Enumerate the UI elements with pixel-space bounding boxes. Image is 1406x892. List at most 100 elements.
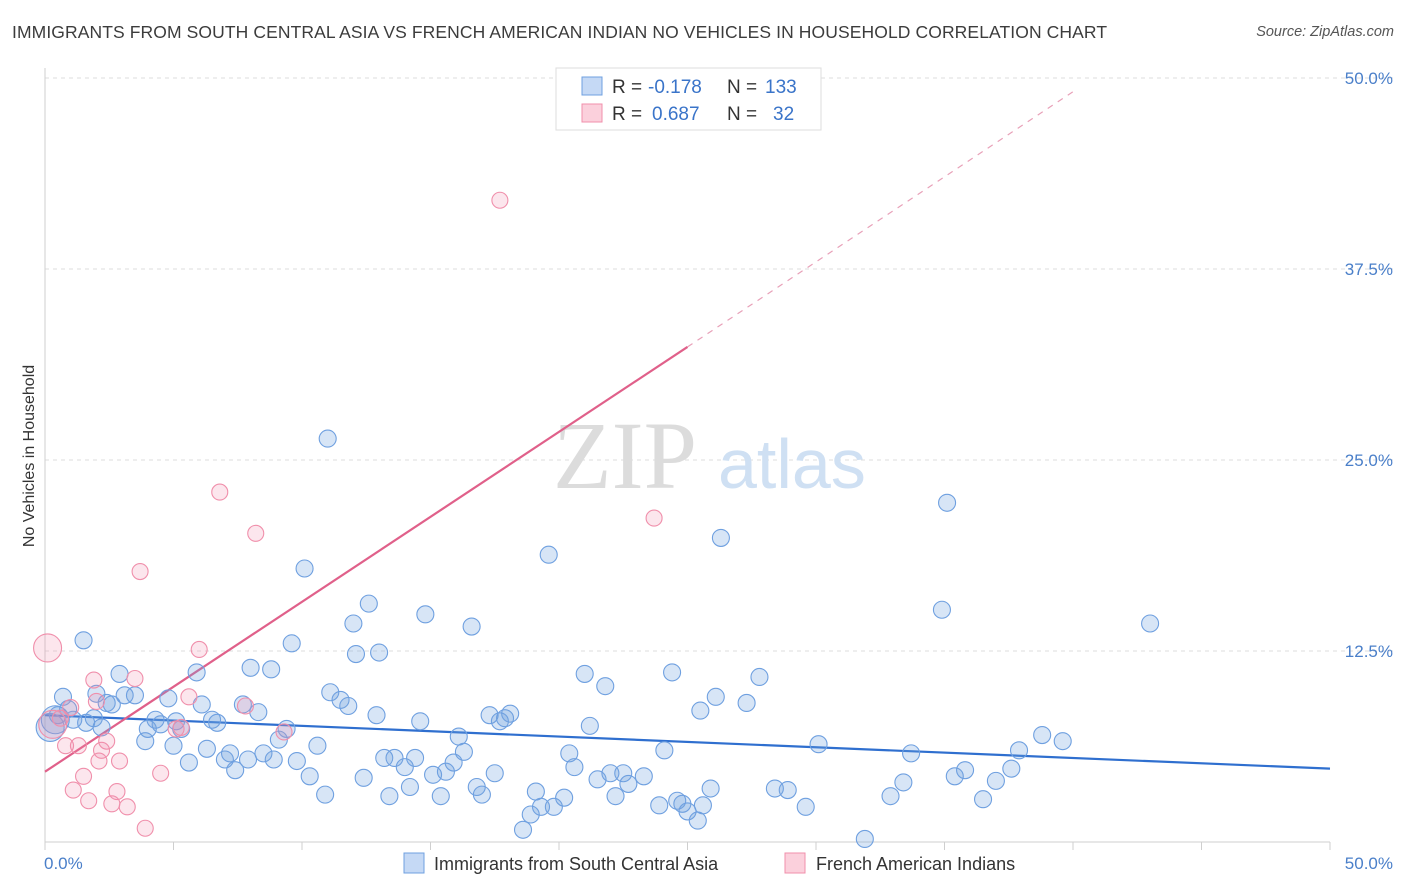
point-pink	[645, 509, 663, 527]
point-blue	[416, 605, 435, 624]
point-blue	[693, 796, 712, 815]
bottom-legend: Immigrants from South Central Asia Frenc…	[403, 852, 1015, 874]
trend-line-pink	[44, 346, 689, 773]
point-blue	[619, 774, 638, 793]
legend-n-label-blue: N =	[727, 77, 757, 98]
y-tick-label: 12.5%	[1345, 642, 1393, 661]
point-blue	[894, 773, 913, 792]
watermark-zip: ZIP	[553, 402, 697, 509]
legend-swatch-pink	[581, 103, 603, 123]
point-pink	[126, 669, 144, 688]
point-blue	[938, 493, 957, 512]
point-blue	[706, 687, 725, 706]
point-pink	[190, 640, 208, 659]
bottom-legend-label-pink: French American Indians	[816, 854, 1015, 874]
point-blue	[531, 797, 551, 816]
point-blue	[485, 764, 504, 783]
point-blue	[308, 736, 327, 755]
point-blue	[986, 771, 1005, 790]
point-pink	[131, 562, 149, 581]
point-blue	[1002, 759, 1021, 778]
point-blue	[1033, 725, 1052, 745]
grid-lines	[45, 77, 1394, 652]
point-blue	[318, 429, 337, 448]
y-tick-label: 50.0%	[1345, 69, 1393, 88]
legend-n-value-pink: 32	[773, 104, 794, 125]
legend-r-value-blue: -0.178	[648, 77, 702, 98]
point-blue	[179, 753, 198, 772]
point-blue	[678, 802, 697, 821]
point-blue	[691, 701, 710, 720]
point-blue	[555, 788, 574, 807]
point-blue	[295, 559, 314, 578]
point-blue	[436, 762, 455, 781]
point-blue	[449, 727, 468, 746]
point-pink	[275, 723, 293, 741]
point-pink	[136, 819, 154, 837]
point-pink	[180, 688, 198, 706]
point-blue	[454, 742, 473, 761]
point-pink	[62, 698, 80, 717]
point-pink	[118, 798, 136, 816]
point-pink	[211, 483, 229, 501]
point-blue	[575, 664, 594, 683]
point-blue	[945, 767, 964, 786]
point-blue	[560, 744, 579, 763]
point-blue	[220, 744, 240, 763]
point-blue	[172, 719, 191, 738]
point-pink	[75, 767, 93, 785]
point-blue	[663, 663, 682, 682]
point-blue	[74, 631, 93, 650]
source-label: Source: ZipAtlas.com	[1256, 24, 1394, 40]
point-blue	[226, 761, 245, 780]
point-blue	[339, 696, 358, 716]
x-tick-label: 50.0%	[1345, 854, 1393, 873]
point-blue	[380, 787, 399, 806]
point-blue	[164, 736, 183, 755]
legend-n-label-pink: N =	[727, 104, 757, 125]
point-blue	[513, 820, 533, 839]
point-pink	[491, 191, 509, 209]
point-pink	[38, 709, 68, 739]
point-blue	[855, 829, 874, 848]
point-blue	[701, 779, 720, 798]
point-blue	[316, 785, 335, 804]
point-blue	[614, 764, 633, 783]
legend-swatch-blue	[581, 76, 603, 96]
point-blue	[238, 750, 258, 769]
point-blue	[287, 751, 306, 771]
point-blue	[778, 780, 797, 800]
point-blue	[282, 634, 301, 653]
legend-r-label-pink: R =	[612, 104, 642, 125]
point-blue	[367, 706, 386, 725]
y-tick-label: 37.5%	[1345, 260, 1393, 279]
point-blue	[262, 660, 281, 679]
point-blue	[601, 764, 620, 783]
point-blue	[264, 750, 283, 769]
point-blue	[254, 744, 273, 763]
point-blue	[580, 716, 599, 735]
point-blue	[125, 686, 144, 705]
bottom-legend-label-blue: Immigrants from South Central Asia	[434, 854, 719, 874]
point-blue	[344, 614, 363, 633]
data-points	[33, 191, 1160, 848]
point-blue	[203, 710, 222, 729]
point-blue	[300, 767, 319, 786]
point-blue	[241, 658, 260, 677]
point-blue	[750, 667, 769, 687]
chart-title: IMMIGRANTS FROM SOUTH CENTRAL ASIA VS FR…	[12, 22, 1108, 42]
point-blue	[1141, 614, 1160, 633]
point-pink	[92, 741, 111, 759]
y-tick-label: 25.0%	[1345, 451, 1393, 470]
point-blue	[321, 683, 340, 702]
legend-r-label-blue: R =	[612, 77, 642, 98]
point-blue	[539, 545, 558, 564]
point-pink	[90, 752, 108, 770]
point-pink	[51, 709, 69, 727]
point-blue	[501, 704, 520, 723]
point-pink	[87, 692, 105, 710]
point-blue	[233, 695, 252, 714]
point-blue	[159, 689, 178, 708]
point-blue	[1053, 732, 1072, 751]
point-pink	[236, 697, 255, 715]
